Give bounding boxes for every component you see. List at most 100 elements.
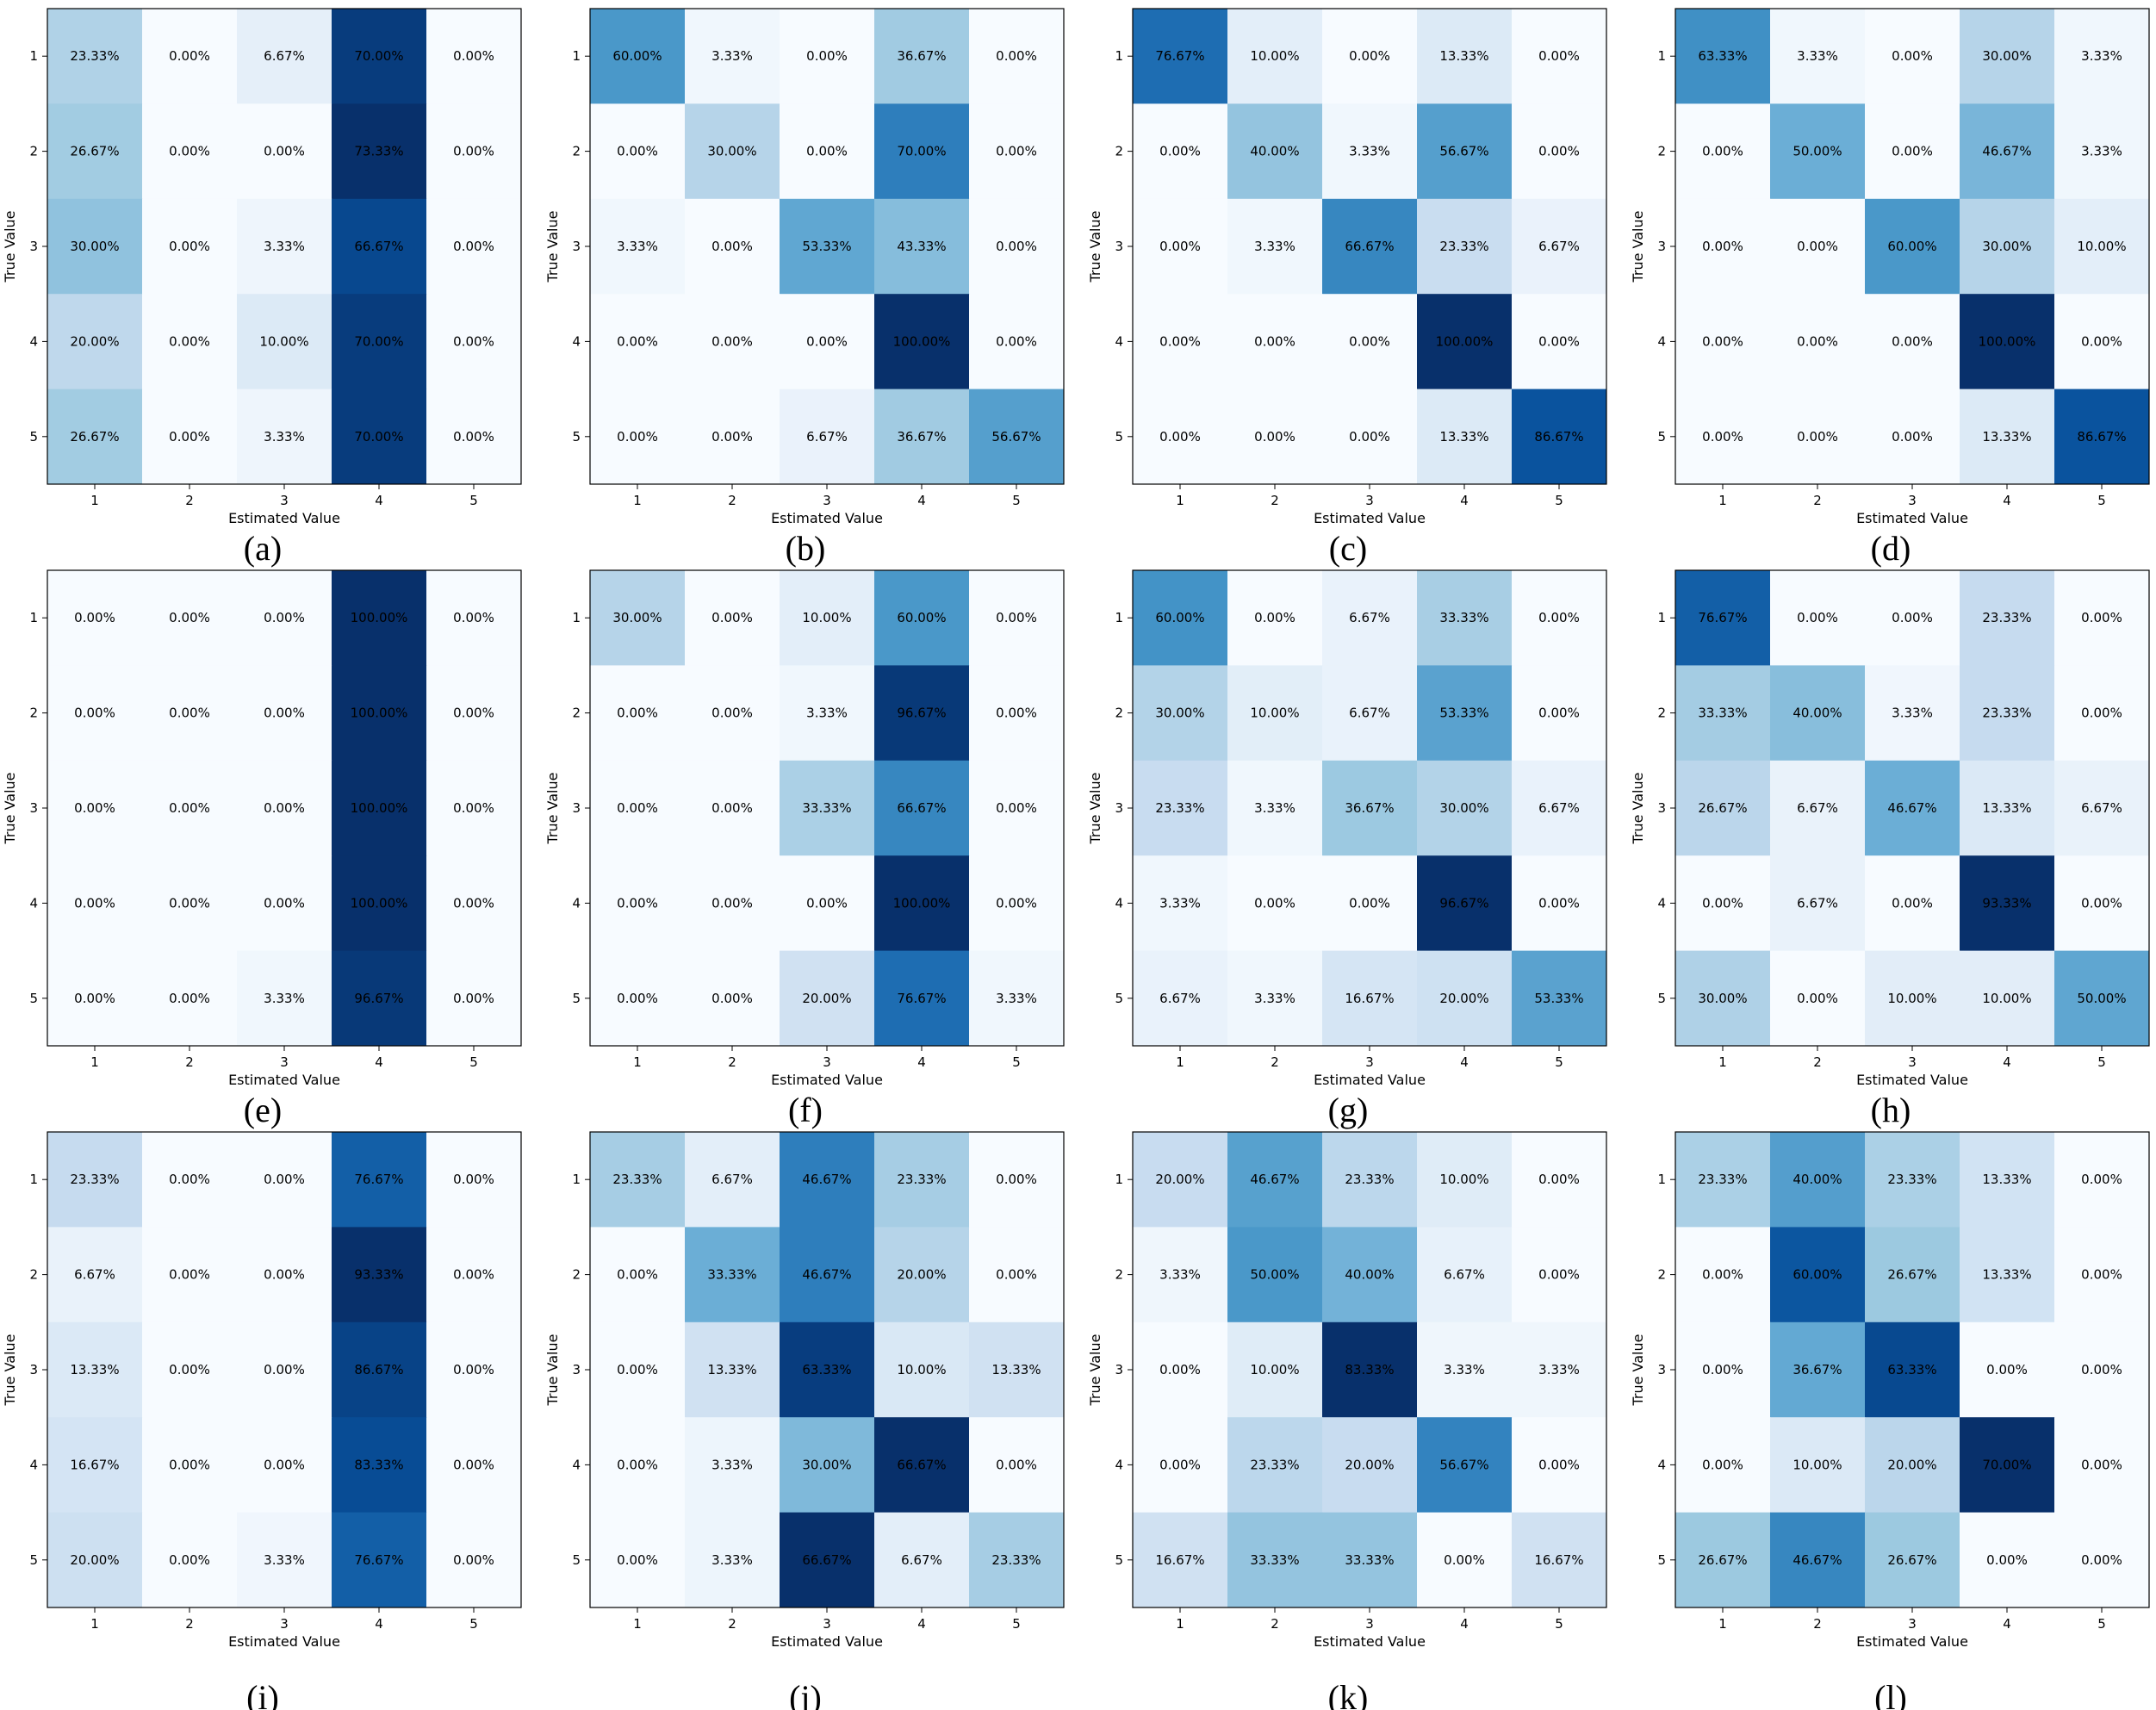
heatmap-cell <box>426 1512 522 1608</box>
heatmap-cell <box>874 294 970 390</box>
heatmap-cell <box>142 1227 238 1323</box>
cell-value-label: 0.00% <box>1892 48 1933 64</box>
cell-value-label: 40.00% <box>1793 1172 1842 1187</box>
x-tick-label: 3 <box>280 493 289 508</box>
cell-value-label: 16.67% <box>1345 991 1394 1006</box>
heatmap-cell <box>1675 389 1771 485</box>
heatmap-cell <box>1322 1417 1418 1514</box>
heatmap-cell <box>332 665 427 762</box>
y-tick-label: 5 <box>29 1552 38 1568</box>
cell-value-label: 0.00% <box>169 800 210 816</box>
cell-value-label: 20.00% <box>1345 1457 1394 1472</box>
cell-value-label: 100.00% <box>1436 333 1494 349</box>
cell-value-label: 100.00% <box>351 610 408 625</box>
cell-value-label: 0.00% <box>1538 1457 1580 1472</box>
cell-value-label: 10.00% <box>1250 48 1299 64</box>
x-tick-label: 1 <box>633 493 642 508</box>
heatmap-cell <box>237 1321 332 1418</box>
heatmap-cell <box>1675 198 1771 295</box>
heatmap-cell <box>1133 950 1228 1047</box>
heatmap-cell <box>1675 9 1771 104</box>
cell-value-label: 0.00% <box>453 706 494 721</box>
cell-value-label: 0.00% <box>1702 333 1743 349</box>
cell-value-label: 0.00% <box>2081 1457 2122 1472</box>
heatmap-cell <box>1865 9 1960 104</box>
cell-value-label: 0.00% <box>2081 610 2122 625</box>
cell-value-label: 0.00% <box>1254 895 1295 911</box>
heatmap-cell <box>1865 855 1960 952</box>
cell-value-label: 33.33% <box>1439 610 1488 625</box>
y-tick-label: 5 <box>1657 991 1666 1006</box>
cell-value-label: 76.67% <box>354 1552 403 1568</box>
cell-value-label: 70.00% <box>897 144 946 159</box>
cell-value-label: 0.00% <box>169 239 210 254</box>
heatmap-cell <box>1133 103 1228 200</box>
cell-value-label: 3.33% <box>711 1457 753 1472</box>
cell-value-label: 3.33% <box>2081 48 2122 64</box>
cell-value-label: 3.33% <box>2081 144 2122 159</box>
x-tick-label: 2 <box>728 1054 736 1070</box>
cell-value-label: 66.67% <box>354 239 403 254</box>
cell-value-label: 23.33% <box>991 1552 1041 1568</box>
cell-value-label: 0.00% <box>996 239 1037 254</box>
heatmap-cell <box>1675 665 1771 762</box>
heatmap-cell <box>2054 103 2150 200</box>
cell-value-label: 63.33% <box>802 1362 851 1377</box>
cell-value-label: 40.00% <box>1345 1267 1394 1283</box>
cell-value-label: 36.67% <box>897 429 946 445</box>
cell-value-label: 10.00% <box>259 333 308 349</box>
cell-value-label: 6.67% <box>264 48 305 64</box>
cell-value-label: 23.33% <box>1250 1457 1299 1472</box>
heatmap-cell <box>1865 103 1960 200</box>
cell-value-label: 0.00% <box>1702 1457 1743 1472</box>
cell-value-label: 0.00% <box>1702 144 1743 159</box>
y-tick-label: 3 <box>572 800 581 816</box>
cell-value-label: 0.00% <box>453 1362 494 1377</box>
heatmap-cell <box>1512 103 1607 200</box>
heatmap-cell <box>2054 665 2150 762</box>
panel-label: (a) <box>244 529 282 568</box>
cell-value-label: 26.67% <box>1887 1552 1936 1568</box>
cell-value-label: 0.00% <box>1702 1267 1743 1283</box>
heatmap-cell <box>1133 1321 1228 1418</box>
heatmap-cell <box>1675 760 1771 856</box>
heatmap-cell <box>332 389 427 485</box>
y-tick-label: 2 <box>1115 706 1123 721</box>
heatmap-cell <box>780 760 875 856</box>
cell-value-label: 0.00% <box>1702 239 1743 254</box>
heatmap-cell <box>2054 570 2150 666</box>
cell-value-label: 0.00% <box>1892 144 1933 159</box>
heatmap-cell <box>332 103 427 200</box>
heatmap-cell <box>142 9 238 104</box>
cell-value-label: 0.00% <box>996 1457 1037 1472</box>
x-tick-label: 3 <box>823 1054 831 1070</box>
y-tick-label: 2 <box>1115 144 1123 159</box>
cell-value-label: 26.67% <box>1698 800 1747 816</box>
heatmap-cell <box>685 389 780 485</box>
heatmap-cell <box>1227 103 1323 200</box>
y-tick-label: 4 <box>29 333 38 349</box>
heatmap-cell <box>1322 950 1418 1047</box>
cell-value-label: 96.67% <box>1439 895 1488 911</box>
heatmap-cell <box>969 103 1065 200</box>
heatmap-cell <box>142 665 238 762</box>
heatmap-cell <box>969 1417 1065 1514</box>
y-axis-label: True Value <box>544 1334 561 1406</box>
heatmap-cell <box>1865 760 1960 856</box>
cell-value-label: 0.00% <box>1797 333 1838 349</box>
heatmap-cell <box>780 855 875 952</box>
cell-value-label: 30.00% <box>1439 800 1488 816</box>
cell-value-label: 100.00% <box>351 800 408 816</box>
cell-value-label: 0.00% <box>711 610 753 625</box>
cell-value-label: 36.67% <box>1345 800 1394 816</box>
cell-value-label: 0.00% <box>996 333 1037 349</box>
cell-value-label: 3.33% <box>996 991 1037 1006</box>
cell-value-label: 20.00% <box>1155 1172 1204 1187</box>
heatmap-cell <box>1960 855 2055 952</box>
cell-value-label: 0.00% <box>711 333 753 349</box>
y-tick-label: 2 <box>29 144 38 159</box>
cell-value-label: 46.67% <box>1793 1552 1842 1568</box>
heatmap-cell <box>142 950 238 1047</box>
heatmap-cell <box>1133 9 1228 104</box>
heatmap-cell <box>590 855 686 952</box>
